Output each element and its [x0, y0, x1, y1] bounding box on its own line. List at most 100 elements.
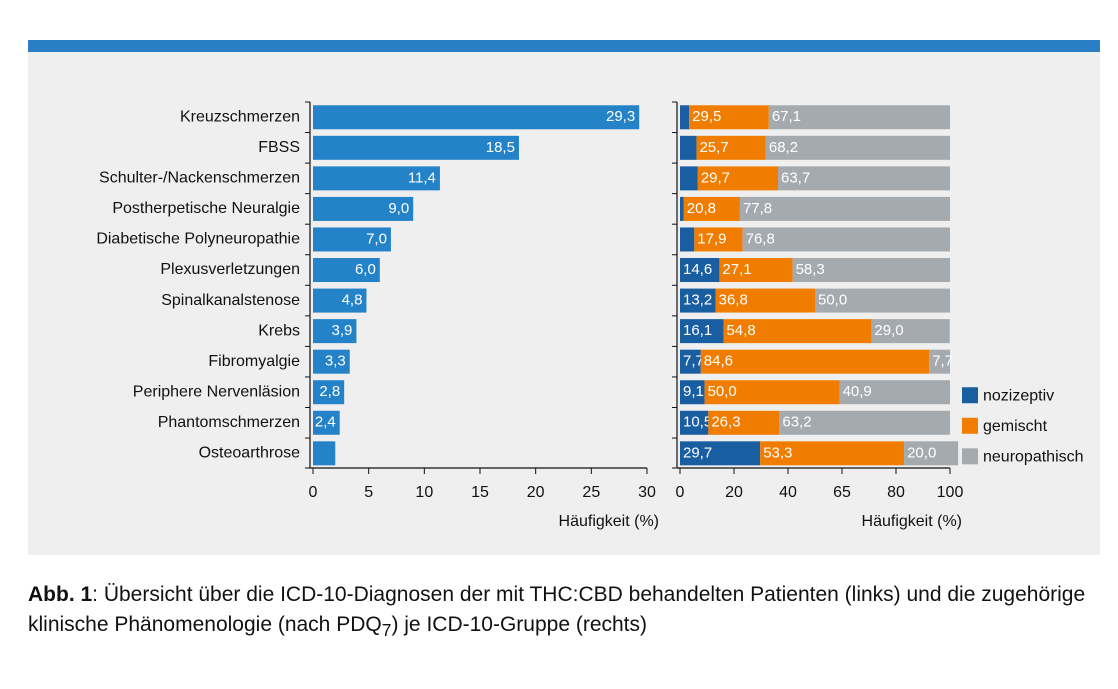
value-label: 63,2 — [782, 414, 811, 431]
bar — [313, 166, 440, 191]
value-label: 17,9 — [697, 230, 726, 247]
value-label: 67,1 — [772, 108, 801, 125]
bar-segment — [680, 380, 705, 405]
x-tick-label: 65 — [833, 484, 851, 501]
category-label: FBSS — [258, 139, 300, 156]
category-label: Kreuzschmerzen — [180, 108, 300, 125]
x-tick-label: 10 — [415, 484, 433, 501]
bar-segment — [765, 135, 950, 160]
legend-label: neuropathisch — [983, 449, 1084, 466]
bar-segment — [871, 319, 950, 344]
legend-label: gemischt — [983, 418, 1048, 435]
category-label: Fibromyalgie — [208, 353, 300, 370]
category-label: Schulter-/Nackenschmerzen — [99, 170, 300, 187]
bar-segment — [680, 135, 697, 160]
value-label: 54,8 — [726, 322, 755, 339]
bar-segment — [742, 227, 950, 252]
x-axis-label: Häufigkeit (%) — [559, 513, 659, 530]
bar — [313, 349, 350, 374]
bar — [313, 227, 391, 252]
x-axis-label: Häufigkeit (%) — [862, 513, 962, 530]
value-label: 76,8 — [746, 230, 775, 247]
legend-swatch — [962, 448, 978, 465]
value-label: 58,3 — [796, 261, 825, 278]
bar-segment — [778, 166, 950, 191]
category-label: Periphere Nervenläsion — [133, 383, 300, 400]
bar-segment — [680, 319, 724, 344]
x-tick-label: 15 — [471, 484, 489, 501]
x-tick-label: 0 — [676, 484, 685, 501]
bar-segment — [680, 105, 690, 130]
bar — [313, 441, 336, 466]
bar-segment — [708, 410, 780, 435]
x-tick-label: 5 — [364, 484, 373, 501]
value-label: 50,0 — [818, 292, 847, 309]
bar — [313, 196, 414, 221]
x-tick-label: 40 — [779, 484, 797, 501]
value-label: 3,9 — [332, 322, 353, 339]
bar-segment — [680, 166, 698, 191]
bar-segment — [680, 410, 709, 435]
value-label: 40,9 — [843, 383, 872, 400]
bar-segment — [683, 196, 740, 221]
bar-segment — [739, 196, 950, 221]
x-tick-label: 0 — [309, 484, 318, 501]
value-label: 25,7 — [699, 139, 728, 156]
x-tick-label: 25 — [582, 484, 600, 501]
value-label: 11,4 — [408, 169, 436, 186]
bar-segment — [680, 227, 695, 252]
value-label: 7,7 — [932, 353, 953, 370]
category-label: Osteoarthrose — [199, 445, 300, 462]
bar-segment — [715, 288, 815, 313]
caption-text: : Übersicht über die ICD-10-Diagnosen de… — [28, 583, 1086, 636]
x-tick-label: 20 — [725, 484, 743, 501]
value-label: 3,3 — [325, 353, 346, 370]
value-label: 27,1 — [722, 261, 751, 278]
category-label: Postherpetische Neuralgie — [112, 200, 300, 217]
caption-text-end: ) je ICD-10-Gruppe (rechts) — [391, 613, 648, 636]
legend-swatch — [962, 387, 978, 404]
value-label: 29,5 — [692, 108, 721, 125]
caption-sub: 7 — [381, 620, 392, 641]
x-tick-label: 30 — [638, 484, 656, 501]
bar-segment — [694, 227, 743, 252]
value-label: 7,7 — [683, 353, 704, 370]
bar-segment — [680, 349, 701, 374]
bar-segment — [704, 380, 840, 405]
value-label: 14,6 — [683, 261, 712, 278]
category-label: Diabetische Polyneuropathie — [96, 231, 300, 248]
legend-label: nozizeptiv — [983, 387, 1054, 404]
bar — [313, 258, 380, 283]
bar-segment — [680, 196, 684, 221]
value-label: 50,0 — [708, 383, 737, 400]
x-tick-label: 20 — [527, 484, 545, 501]
x-tick-label: 80 — [887, 484, 905, 501]
bar-segment — [719, 258, 793, 283]
value-label: 84,6 — [704, 353, 733, 370]
bar-segment — [929, 349, 950, 374]
value-label: 9,0 — [388, 200, 409, 217]
value-label: 10,5 — [683, 414, 712, 431]
bar-segment — [689, 105, 769, 130]
category-label: Phantomschmerzen — [158, 414, 300, 431]
value-label: 7,0 — [366, 230, 387, 247]
value-label: 77,8 — [743, 200, 772, 217]
value-label: 18,5 — [486, 139, 515, 156]
value-label: 26,3 — [711, 414, 740, 431]
bar — [313, 135, 519, 160]
chart: 0 5 10 15 20 25 30 Häufigkeit (%) Kreuzschmerzen… — [96, 101, 1084, 530]
value-label: 2,4 — [315, 414, 336, 431]
bar-segment — [904, 441, 959, 466]
bar-segment — [839, 380, 950, 405]
value-label: 29,0 — [874, 322, 903, 339]
bar-segment — [680, 288, 716, 313]
bar — [313, 319, 357, 344]
bar-segment — [680, 441, 761, 466]
value-label: 68,2 — [769, 139, 798, 156]
bar-segment — [696, 135, 766, 160]
caption-label: Abb. 1 — [28, 583, 93, 606]
value-label: 9,1 — [683, 383, 704, 400]
bar — [313, 288, 367, 313]
bar-segment — [700, 349, 930, 374]
